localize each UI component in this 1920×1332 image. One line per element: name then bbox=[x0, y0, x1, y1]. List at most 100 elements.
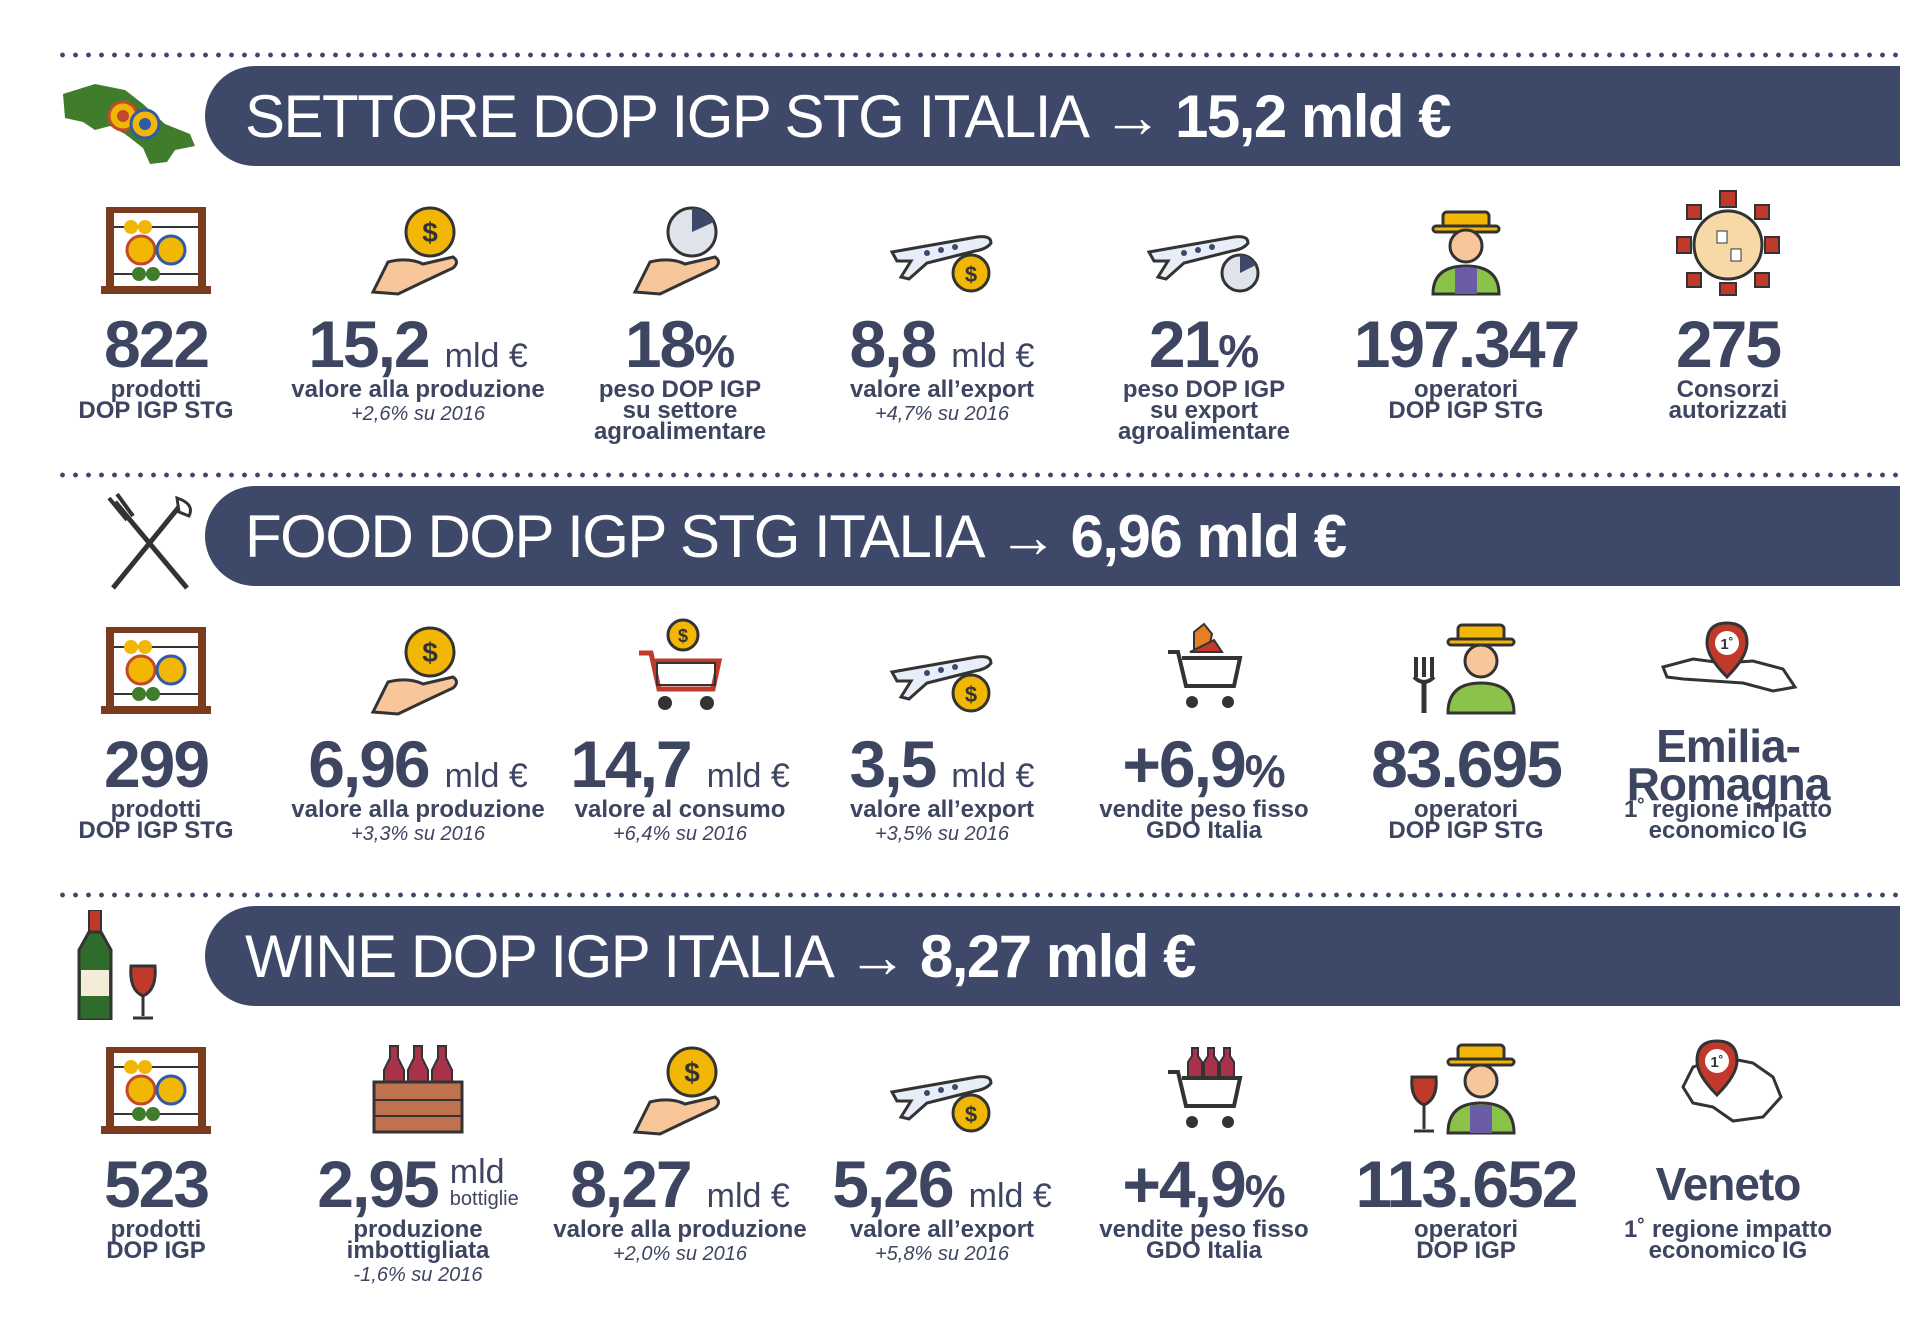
region-pin-icon: 1˚ bbox=[1597, 1032, 1859, 1137]
stat-products: 523 prodotti DOP IGP bbox=[25, 1032, 287, 1263]
section-banner: WINE DOP IGP ITALIA → 8,27 mld € bbox=[205, 906, 1900, 1006]
stats-row: 523 prodotti DOP IGP 2,95 mld bottiglie pr… bbox=[0, 1032, 1920, 1332]
stat-label: operatori bbox=[1413, 796, 1518, 823]
stat-label-2: DOP IGP bbox=[106, 1237, 206, 1264]
stat-gdo-sales: +6,9% vendite peso fisso GDO Italia bbox=[1073, 612, 1335, 843]
stat-label: vendite peso fisso bbox=[1099, 1216, 1309, 1243]
banner-arrow: → bbox=[1102, 82, 1162, 150]
stat-value: 15,2 bbox=[308, 307, 430, 381]
banner-arrow: → bbox=[847, 922, 907, 990]
stat-value: 275 bbox=[1675, 307, 1782, 381]
region-pin-icon: 1˚ bbox=[1597, 612, 1859, 717]
stat-change: +6,4% su 2016 bbox=[613, 823, 747, 845]
stat-label: prodotti bbox=[110, 376, 202, 403]
stat-products: 299 prodotti DOP IGP STG bbox=[25, 612, 287, 843]
farmer-wine-icon bbox=[1335, 1032, 1597, 1137]
banner-title: FOOD DOP IGP STG ITALIA bbox=[245, 502, 986, 570]
svg-text:$: $ bbox=[422, 637, 438, 668]
stat-operators: 113.652 operatori DOP IGP bbox=[1335, 1032, 1597, 1263]
stat-unit: % bbox=[1218, 325, 1260, 377]
banner-total: 6,96 mld € bbox=[1070, 502, 1348, 570]
stat-consumer-value: $ 14,7 mld € valore al consumo +6,4% su 2… bbox=[549, 612, 811, 846]
stat-label-2: imbottigliata bbox=[346, 1237, 490, 1264]
stat-label: valore alla produzione bbox=[291, 796, 545, 823]
svg-text:$: $ bbox=[965, 1102, 977, 1127]
section-banner: SETTORE DOP IGP STG ITALIA → 15,2 mld € bbox=[205, 66, 1900, 166]
stat-export-value: $ 8,8 mld € valore all’export +4,7% su 20… bbox=[811, 192, 1073, 426]
stat-change: -1,6% su 2016 bbox=[353, 1264, 483, 1286]
stat-unit: % bbox=[1244, 1165, 1286, 1217]
stat-share-agrifood: 18% peso DOP IGP su settore agroalimenta… bbox=[549, 192, 811, 444]
stat-value: 8,8 bbox=[849, 307, 938, 381]
stat-label: 1˚ regione impatto bbox=[1623, 1216, 1833, 1243]
stat-label: prodotti bbox=[110, 1216, 202, 1243]
stat-value: 197.347 bbox=[1353, 307, 1581, 381]
stat-label: operatori bbox=[1413, 376, 1518, 403]
svg-text:$: $ bbox=[965, 682, 977, 707]
stat-change: +4,7% su 2016 bbox=[875, 403, 1009, 425]
stat-unit: mld € bbox=[444, 337, 528, 375]
stat-value: 299 bbox=[103, 727, 210, 801]
stat-label: vendite peso fisso bbox=[1099, 796, 1309, 823]
stat-value: +6,9 bbox=[1122, 727, 1246, 801]
stat-value: 2,95 bbox=[317, 1147, 439, 1221]
stat-label: valore alla produzione bbox=[553, 1216, 807, 1243]
stat-operators: 83.695 operatori DOP IGP STG bbox=[1335, 612, 1597, 843]
stat-label-2: DOP IGP STG bbox=[1388, 817, 1544, 844]
dotted-divider bbox=[56, 472, 1900, 478]
stat-value: 21 bbox=[1148, 307, 1220, 381]
stat-change: +2,6% su 2016 bbox=[351, 403, 485, 425]
stat-value: 113.652 bbox=[1355, 1147, 1579, 1221]
hand-pie-icon bbox=[549, 192, 811, 297]
stat-value: 6,96 bbox=[308, 727, 430, 801]
stat-change: +3,3% su 2016 bbox=[351, 823, 485, 845]
plane-coin-icon: $ bbox=[811, 1032, 1073, 1137]
stat-unit: % bbox=[694, 325, 736, 377]
dotted-divider bbox=[56, 892, 1900, 898]
stat-unit: % bbox=[1244, 745, 1286, 797]
stat-production-value: $ 15,2 mld € valore alla produzione +2,6%… bbox=[287, 192, 549, 426]
region-name-line-2: Romagna bbox=[1626, 758, 1831, 810]
stat-label-2: autorizzati bbox=[1668, 397, 1788, 424]
stat-label: produzione bbox=[353, 1216, 483, 1243]
svg-text:1˚: 1˚ bbox=[1720, 636, 1733, 653]
stat-label: valore all’export bbox=[849, 376, 1035, 403]
stat-change: +2,0% su 2016 bbox=[613, 1243, 747, 1265]
stat-label-2: DOP IGP STG bbox=[78, 817, 234, 844]
stat-label: valore al consumo bbox=[574, 796, 786, 823]
stat-top-region: 1˚ Veneto 1˚ regione impatto economico I… bbox=[1597, 1032, 1859, 1263]
plane-pie-icon bbox=[1073, 192, 1335, 297]
stat-label-2: GDO Italia bbox=[1145, 1237, 1263, 1264]
stat-production-value: $ 8,27 mld € valore alla produzione +2,0%… bbox=[549, 1032, 811, 1266]
stat-label: prodotti bbox=[110, 796, 202, 823]
stat-value: 822 bbox=[103, 307, 210, 381]
stat-label: Consorzi bbox=[1676, 376, 1780, 403]
stat-operators: 197.347 operatori DOP IGP STG bbox=[1335, 192, 1597, 423]
region-name: Emilia- Romagna bbox=[1627, 723, 1831, 807]
region-name-line-1: Veneto bbox=[1655, 1157, 1802, 1210]
stat-production-value: $ 6,96 mld € valore alla produzione +3,3%… bbox=[287, 612, 549, 846]
stat-export-value: $ 3,5 mld € valore all’export +3,5% su 20… bbox=[811, 612, 1073, 846]
svg-text:$: $ bbox=[684, 1057, 700, 1088]
farmer-fork-icon bbox=[1335, 612, 1597, 717]
svg-text:$: $ bbox=[422, 217, 438, 248]
region-name-line-1: Emilia- bbox=[1656, 720, 1801, 772]
stat-label: valore all’export bbox=[849, 796, 1035, 823]
stat-unit-main: mld bbox=[449, 1153, 505, 1191]
italy-map-icon bbox=[55, 64, 205, 174]
stat-label-2: DOP IGP STG bbox=[1388, 397, 1544, 424]
stat-unit: mld € bbox=[951, 757, 1035, 795]
fork-knife-icon bbox=[55, 484, 205, 594]
stat-change: +3,5% su 2016 bbox=[875, 823, 1009, 845]
stat-gdo-sales: +4,9% vendite peso fisso GDO Italia bbox=[1073, 1032, 1335, 1263]
banner-total: 8,27 mld € bbox=[919, 922, 1197, 990]
abacus-icon bbox=[25, 192, 287, 297]
abacus-icon bbox=[25, 1032, 287, 1137]
stat-bottled-production: 2,95 mld bottiglie produzione imbottigliat… bbox=[287, 1032, 549, 1287]
stat-value: 18 bbox=[624, 307, 696, 381]
stat-label: peso DOP IGP bbox=[598, 376, 762, 403]
stat-value: 5,26 bbox=[832, 1147, 954, 1221]
stat-label-2: GDO Italia bbox=[1145, 817, 1263, 844]
svg-text:$: $ bbox=[965, 262, 977, 287]
stat-label: operatori bbox=[1413, 1216, 1518, 1243]
